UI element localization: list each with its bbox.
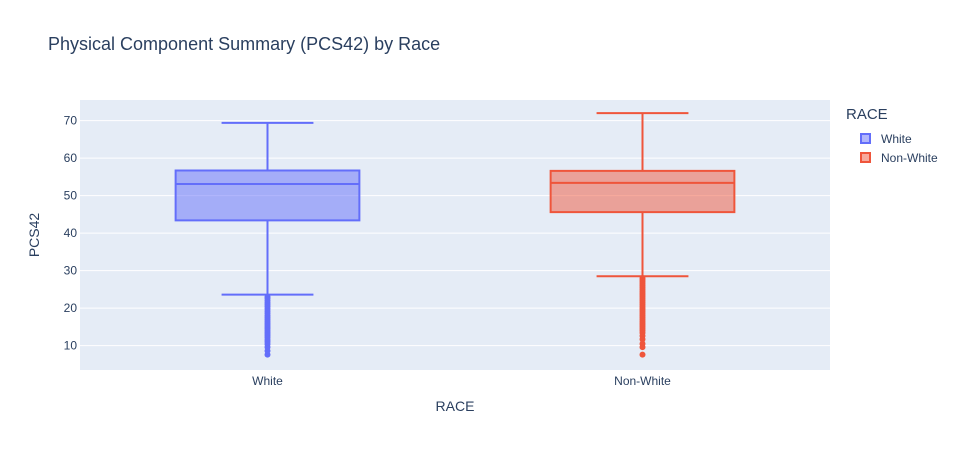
y-axis-label: PCS42 [26, 213, 42, 258]
boxes [174, 112, 736, 358]
legend: RACE White Non-White [846, 106, 938, 167]
x-axis-ticks: White Non-White [252, 374, 671, 388]
box-white [174, 121, 361, 358]
legend-label-white: White [881, 131, 912, 146]
y-tick-label-30: 30 [64, 264, 78, 278]
outlier-point-31 [639, 336, 646, 343]
gridlines [80, 120, 830, 347]
x-axis-label: RACE [436, 398, 475, 414]
iqr-box [174, 169, 361, 222]
box-non-white [549, 112, 736, 358]
outlier-point-33 [639, 344, 646, 351]
plot-background [80, 100, 830, 370]
outlier-point-27 [264, 351, 271, 358]
legend-swatch-white [860, 133, 871, 144]
legend-swatch-non-white [860, 152, 871, 163]
legend-title: RACE [846, 106, 888, 123]
outlier-point-34 [639, 351, 646, 358]
x-tick-label-0: White [252, 374, 283, 388]
y-tick-label-40: 40 [64, 226, 78, 240]
y-tick-label-10: 10 [64, 339, 78, 353]
x-tick-label-1: Non-White [614, 374, 671, 388]
y-axis-ticks: 10 20 30 40 50 60 70 [64, 114, 78, 353]
y-tick-label-50: 50 [64, 189, 78, 203]
y-tick-label-70: 70 [64, 114, 78, 128]
legend-label-non-white: Non-White [881, 150, 938, 165]
legend-item-white[interactable]: White [860, 129, 938, 148]
y-tick-label-60: 60 [64, 151, 78, 165]
chart-title: Physical Component Summary (PCS42) by Ra… [48, 34, 441, 54]
y-tick-label-20: 20 [64, 301, 78, 315]
legend-item-non-white[interactable]: Non-White [860, 148, 938, 167]
iqr-box [549, 169, 736, 214]
